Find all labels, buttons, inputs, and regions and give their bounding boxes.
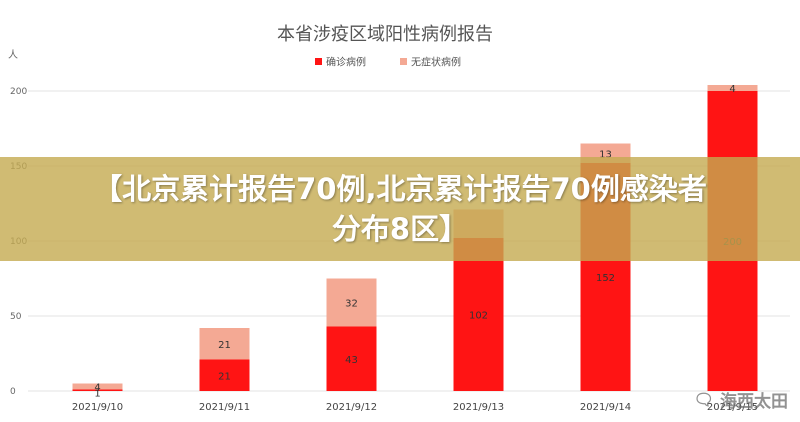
headline-banner: 【北京累计报告70例,北京累计报告70例感染者 分布8区】	[0, 157, 800, 261]
wechat-icon: 🗨	[693, 390, 714, 409]
watermark-text: 海西太田	[720, 392, 788, 412]
y-tick-label-0: 0	[10, 387, 16, 397]
y-axis-label: 人	[8, 49, 18, 61]
legend-label-1: 无症状病例	[411, 56, 461, 69]
watermark: 🗨 海西太田	[694, 387, 788, 412]
headline-line-2: 分布8区】	[331, 212, 469, 246]
bar-1-5	[707, 85, 758, 91]
x-tick-label-0: 2021/9/10	[72, 402, 123, 413]
data-label-0-4: 152	[596, 273, 615, 284]
bar-0-1	[199, 359, 250, 391]
legend-swatch-1	[400, 58, 407, 65]
y-tick-label-1: 50	[10, 312, 22, 322]
data-label-0-2: 43	[345, 355, 358, 366]
x-tick-label-1: 2021/9/11	[199, 402, 250, 413]
data-label-1-2: 32	[345, 299, 358, 310]
bar-0-2	[326, 326, 377, 391]
legend-label-0: 确诊病例	[326, 56, 366, 69]
chart-title: 本省涉疫区域阳性病例报告	[277, 24, 493, 45]
x-tick-label-4: 2021/9/14	[580, 402, 631, 413]
data-label-1-5: 4	[729, 84, 735, 95]
bar-0-0	[72, 389, 123, 391]
x-tick-label-5: 2021/9/15	[707, 402, 758, 413]
y-tick-label-4: 200	[10, 87, 27, 97]
headline-line-1: 【北京累计报告70例,北京累计报告70例感染者	[93, 172, 707, 206]
data-label-1-1: 21	[218, 340, 231, 351]
bar-1-2	[326, 278, 377, 327]
data-label-1-0: 4	[94, 383, 100, 394]
data-label-1-4: 13	[599, 149, 612, 160]
data-label-0-3: 102	[469, 311, 488, 322]
x-tick-label-3: 2021/9/13	[453, 402, 504, 413]
x-tick-label-2: 2021/9/12	[326, 402, 377, 413]
data-label-0-0: 1	[94, 389, 100, 400]
data-label-0-1: 21	[218, 371, 231, 382]
bar-1-0	[72, 383, 123, 390]
legend-swatch-0	[315, 58, 322, 65]
bar-0-3	[453, 238, 504, 391]
bar-1-1	[199, 328, 250, 360]
